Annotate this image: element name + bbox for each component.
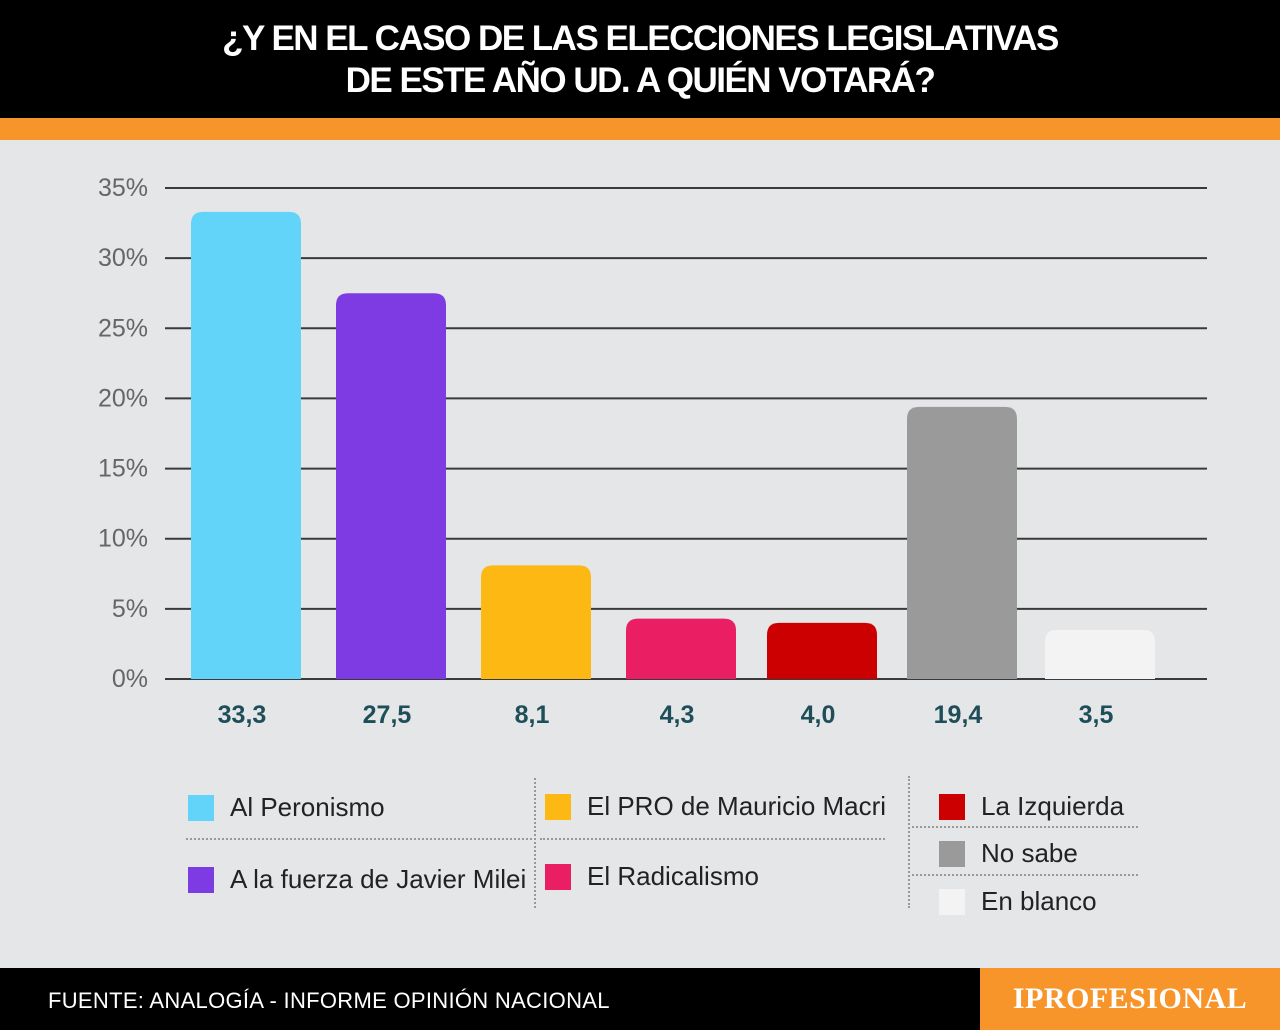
- bar: [907, 406, 1017, 679]
- legend-swatch: [188, 794, 214, 821]
- legend-item-izquierda: La Izquierda: [939, 791, 1124, 822]
- legend-label: El Radicalismo: [587, 861, 759, 891]
- bar-value-label: 4,0: [801, 701, 836, 729]
- y-tick-label: 35%: [98, 174, 148, 202]
- bar-value-label: 19,4: [934, 701, 983, 729]
- legend-swatch: [939, 793, 965, 820]
- legend-divider: [912, 826, 1138, 828]
- legend-item-no-sabe: No sabe: [939, 838, 1078, 869]
- legend-divider: [540, 838, 885, 840]
- bar-value-label: 8,1: [515, 701, 550, 729]
- bar: [481, 565, 591, 679]
- legend-divider: [912, 874, 1138, 876]
- bar-value-label: 4,3: [660, 701, 695, 729]
- legend-item-peronismo: Al Peronismo: [188, 792, 385, 823]
- y-tick-label: 15%: [98, 455, 148, 483]
- y-tick-label: 20%: [98, 384, 148, 412]
- gridlines: [165, 187, 1207, 680]
- legend-label: No sabe: [981, 838, 1078, 868]
- source-text: FUENTE: ANALOGÍA - INFORME OPINIÓN NACIO…: [48, 988, 610, 1013]
- bar-value-label: 3,5: [1079, 701, 1114, 729]
- legend-swatch: [188, 866, 214, 893]
- legend-item-milei: A la fuerza de Javier Milei: [188, 864, 526, 895]
- legend-label: La Izquierda: [981, 791, 1125, 821]
- bars: [191, 211, 1155, 679]
- accent-bar: [0, 118, 1280, 140]
- y-axis-ticks: 0% 5% 10% 15% 20% 25% 30% 35%: [98, 174, 148, 693]
- legend-swatch: [545, 863, 571, 890]
- y-tick-label: 10%: [98, 525, 148, 553]
- bar: [767, 622, 877, 679]
- y-tick-label: 25%: [98, 314, 148, 342]
- bar: [336, 293, 446, 679]
- legend-divider: [186, 838, 532, 840]
- y-tick-label: 30%: [98, 244, 148, 272]
- legend-label: Al Peronismo: [230, 792, 385, 822]
- y-tick-label: 5%: [112, 595, 148, 623]
- legend-label: El PRO de Mauricio Macri: [587, 791, 887, 821]
- legend-swatch: [939, 840, 965, 867]
- logo-box: IPROFESIONAL: [980, 968, 1280, 1030]
- bar: [1045, 629, 1155, 679]
- y-tick-label: 0%: [112, 665, 148, 693]
- legend-swatch: [545, 793, 571, 820]
- legend-item-radicalismo: El Radicalismo: [545, 861, 759, 892]
- chart-title-line2: DE ESTE AÑO UD. A QUIÉN VOTARÁ?: [345, 61, 936, 100]
- chart-title-line1: ¿Y EN EL CASO DE LAS ELECCIONES LEGISLAT…: [222, 19, 1059, 58]
- bar: [191, 211, 301, 679]
- value-labels: 33,3 27,5 8,1 4,3 4,0 19,4 3,5: [218, 701, 1114, 729]
- iprofesional-logo: IPROFESIONAL: [1012, 982, 1248, 1015]
- footer: FUENTE: ANALOGÍA - INFORME OPINIÓN NACIO…: [0, 968, 1280, 1030]
- bar-value-label: 27,5: [363, 701, 412, 729]
- legend-label: A la fuerza de Javier Milei: [230, 864, 527, 894]
- header: ¿Y EN EL CASO DE LAS ELECCIONES LEGISLAT…: [0, 0, 1280, 118]
- legend-label: En blanco: [981, 886, 1097, 916]
- legend-swatch: [939, 888, 965, 915]
- legend-divider: [534, 778, 536, 908]
- bar-value-label: 33,3: [218, 701, 267, 729]
- legend-item-en-blanco: En blanco: [939, 886, 1097, 917]
- bar: [626, 618, 736, 679]
- legend-divider: [908, 776, 910, 908]
- legend-item-pro: El PRO de Mauricio Macri: [545, 791, 886, 822]
- bar-chart: 0% 5% 10% 15% 20% 25% 30% 35% 33,3 27,5 8,1 4,3 4,0…: [98, 174, 1207, 729]
